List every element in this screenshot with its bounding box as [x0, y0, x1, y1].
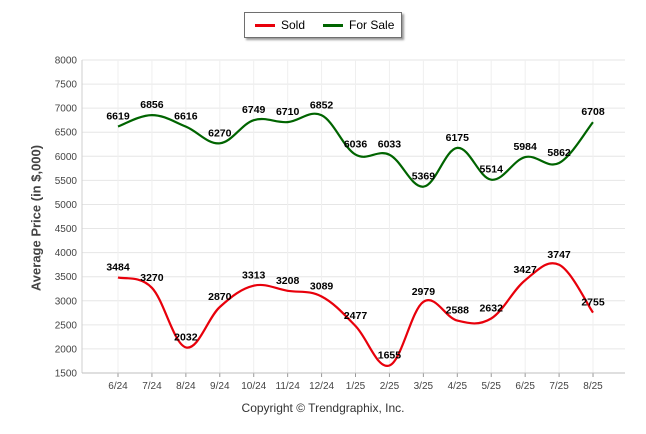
- data-label-for-sale: 6033: [378, 139, 402, 151]
- y-tick-label: 3500: [55, 272, 78, 283]
- data-labels: 3484 3270 2032 2870 3313 3208 3089 2477 1655 2979…: [106, 99, 605, 361]
- data-label-for-sale: 6856: [140, 99, 164, 111]
- x-tick-label: 12/24: [309, 381, 334, 392]
- x-tick-label: 6/25: [515, 381, 535, 392]
- grid-lines: [82, 59, 625, 374]
- data-label-for-sale: 6710: [276, 106, 300, 118]
- data-label-sold: 2477: [344, 310, 368, 322]
- data-label-for-sale: 6175: [446, 132, 470, 144]
- y-tick-label: 7500: [55, 80, 78, 91]
- x-tick-label: 11/24: [276, 381, 301, 392]
- series-line-for-sale: [117, 112, 594, 188]
- x-tick-label: 9/24: [210, 381, 230, 392]
- legend-label-forsale: For Sale: [349, 18, 395, 32]
- data-label-sold: 2755: [581, 297, 605, 309]
- axes: 1500 2000 2500 3000 3500 4000 4500 5000 5500 6000…: [55, 56, 625, 392]
- data-label-sold: 3208: [276, 275, 300, 287]
- data-label-for-sale: 6270: [208, 127, 232, 139]
- data-label-sold: 3313: [242, 270, 266, 282]
- x-tick-label: 3/25: [414, 381, 434, 392]
- y-axis-title: Average Price (in $,000): [28, 144, 44, 292]
- copyright-text: Copyright © Trendgraphix, Inc.: [241, 401, 405, 415]
- x-tick-label: 8/24: [176, 381, 196, 392]
- data-label-sold: 3270: [140, 272, 164, 284]
- data-label-sold: 2632: [480, 302, 504, 314]
- data-label-sold: 1655: [378, 350, 402, 362]
- y-tick-label: 6500: [55, 128, 78, 139]
- data-label-for-sale: 5514: [480, 164, 504, 176]
- y-tick-label: 4500: [55, 224, 78, 235]
- x-tick-label: 1/25: [346, 381, 366, 392]
- data-label-sold: 3484: [106, 261, 130, 273]
- x-tick-label: 10/24: [241, 381, 266, 392]
- y-tick-label: 4000: [55, 248, 78, 259]
- series-line-sold: [117, 262, 594, 367]
- legend-item-forsale[interactable]: For Sale: [313, 18, 394, 32]
- data-label-for-sale: 5369: [412, 171, 436, 183]
- legend-label-sold: Sold: [281, 18, 306, 32]
- x-tick-label: 4/25: [448, 381, 468, 392]
- legend-item-sold[interactable]: Sold: [245, 18, 305, 32]
- sold-swatch: [255, 23, 275, 27]
- data-label-sold: 2870: [208, 291, 232, 303]
- data-label-sold: 2979: [412, 286, 436, 298]
- data-label-sold: 3747: [547, 249, 571, 261]
- x-tick-label: 7/24: [142, 381, 162, 392]
- y-tick-label: 5000: [55, 200, 78, 211]
- series-lines: [117, 112, 594, 367]
- y-tick-label: 6000: [55, 152, 78, 163]
- data-label-for-sale: 5862: [547, 147, 571, 159]
- data-label-for-sale: 6619: [106, 111, 130, 123]
- data-label-sold: 2032: [174, 331, 198, 343]
- x-tick-label: 8/25: [583, 381, 603, 392]
- forsale-swatch: [323, 23, 344, 27]
- x-tick-label: 7/25: [549, 381, 569, 392]
- x-tick-label: 6/24: [108, 381, 128, 392]
- data-label-sold: 2588: [446, 305, 470, 317]
- y-tick-label: 1500: [55, 369, 78, 380]
- y-tick-label: 2500: [55, 320, 78, 331]
- data-label-for-sale: 6036: [344, 139, 368, 151]
- data-label-for-sale: 5984: [513, 141, 537, 153]
- data-label-for-sale: 6749: [242, 104, 266, 116]
- y-tick-label: 7000: [55, 104, 78, 115]
- data-label-for-sale: 6616: [174, 111, 198, 123]
- legend: Sold For Sale: [244, 12, 402, 38]
- data-label-for-sale: 6852: [310, 99, 334, 111]
- x-tick-label: 2/25: [380, 381, 400, 392]
- y-tick-label: 3000: [55, 296, 78, 307]
- y-tick-label: 2000: [55, 344, 78, 355]
- y-tick-label: 8000: [55, 56, 78, 67]
- x-tick-label: 5/25: [481, 381, 501, 392]
- data-label-sold: 3427: [513, 264, 537, 276]
- data-label-for-sale: 6708: [581, 106, 605, 118]
- data-label-sold: 3089: [310, 280, 334, 292]
- y-tick-label: 5500: [55, 176, 78, 187]
